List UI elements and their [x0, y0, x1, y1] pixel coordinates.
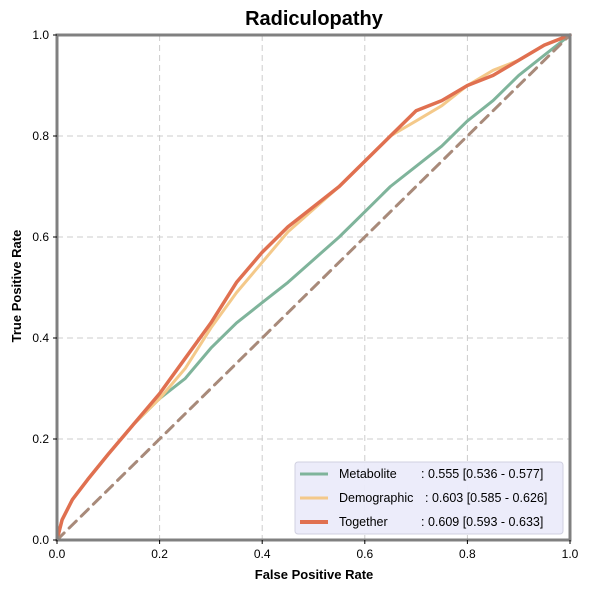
series-line-together [55, 33, 572, 542]
legend-label-metabolite: Metabolite [339, 467, 397, 481]
legend-value-together: : 0.609 [0.593 - 0.633] [421, 515, 543, 529]
y-tick-label: 0.8 [32, 129, 49, 143]
x-tick-label: 0.8 [459, 547, 476, 561]
y-tick-label: 0.4 [32, 331, 49, 345]
x-tick-label: 0.4 [254, 547, 271, 561]
plot-frame [55, 33, 572, 542]
y-axis-label: True Positive Rate [9, 230, 24, 343]
x-tick-label: 0.6 [356, 547, 373, 561]
y-tick-label: 0.6 [32, 230, 49, 244]
legend-label-demographic: Demographic [339, 491, 413, 505]
tick-layer: 0.0 0.2 0.4 0.6 0.8 1.0 0.0 0.2 0.4 0.6 0.8 1.0 [32, 28, 578, 561]
x-tick-label: 1.0 [562, 547, 579, 561]
legend-value-demographic: : 0.603 [0.585 - 0.626] [425, 491, 547, 505]
legend: Metabolite : 0.555 [0.536 - 0.577] Demogra… [294, 461, 564, 535]
series-layer [55, 33, 572, 542]
legend-box [294, 461, 564, 535]
x-tick-label: 0.0 [49, 547, 66, 561]
legend-label-together: Together [339, 515, 388, 529]
chance-diagonal-line [55, 33, 572, 542]
x-axis-label: False Positive Rate [255, 567, 374, 582]
x-tick-label: 0.2 [151, 547, 168, 561]
y-tick-label: 0.2 [32, 432, 49, 446]
y-tick-label: 0.0 [32, 533, 49, 547]
chart-title: Radiculopathy [245, 8, 384, 30]
y-tick-label: 1.0 [32, 28, 49, 42]
legend-value-metabolite: : 0.555 [0.536 - 0.577] [421, 467, 543, 481]
